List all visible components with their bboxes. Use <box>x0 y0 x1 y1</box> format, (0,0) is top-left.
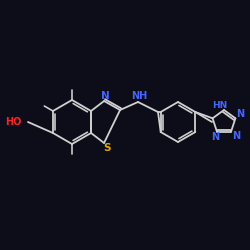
Text: S: S <box>103 143 111 153</box>
Text: N: N <box>101 91 110 101</box>
Text: HO: HO <box>4 117 21 127</box>
Text: NH: NH <box>131 91 147 101</box>
Text: N: N <box>211 132 219 142</box>
Text: N: N <box>236 109 244 119</box>
Text: HN: HN <box>212 100 228 110</box>
Text: N: N <box>232 131 240 141</box>
